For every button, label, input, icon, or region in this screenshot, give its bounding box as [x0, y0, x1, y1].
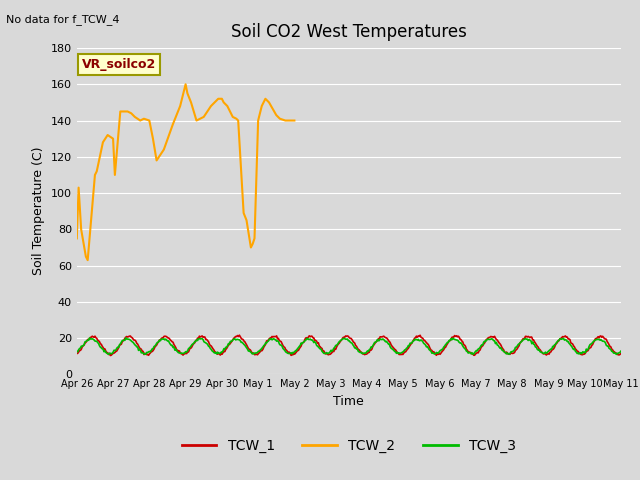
Legend: TCW_1, TCW_2, TCW_3: TCW_1, TCW_2, TCW_3 — [176, 433, 522, 459]
Text: No data for f_TCW_4: No data for f_TCW_4 — [6, 14, 120, 25]
Title: Soil CO2 West Temperatures: Soil CO2 West Temperatures — [231, 23, 467, 41]
X-axis label: Time: Time — [333, 395, 364, 408]
Text: VR_soilco2: VR_soilco2 — [82, 58, 157, 71]
Y-axis label: Soil Temperature (C): Soil Temperature (C) — [32, 147, 45, 276]
